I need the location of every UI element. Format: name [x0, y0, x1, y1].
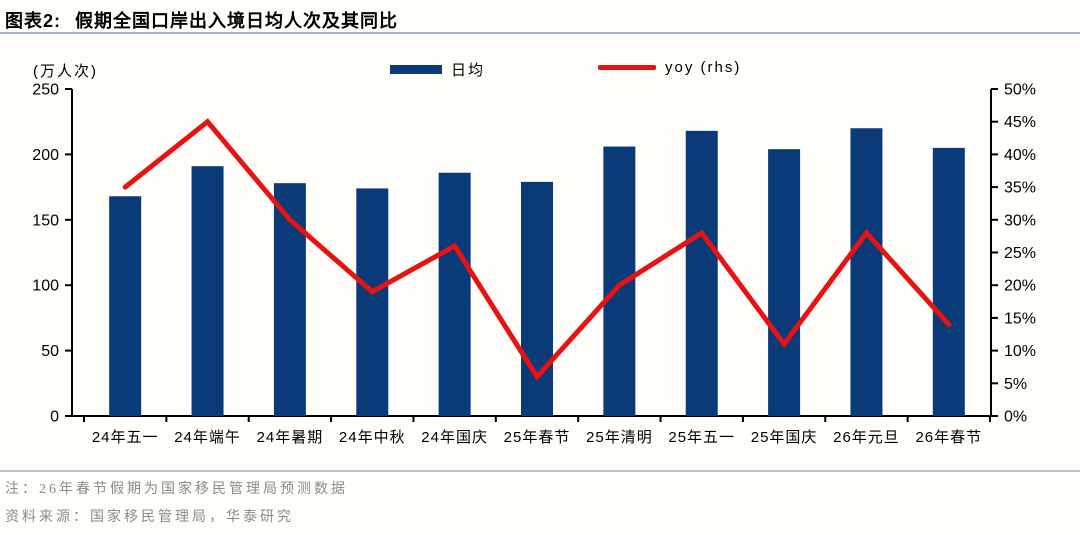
right-axis-tick-label: 35% — [1004, 180, 1036, 197]
right-axis-tick-label: 20% — [1004, 278, 1036, 295]
line-series-swatch — [598, 65, 656, 70]
bar-25年五一 — [685, 130, 718, 416]
left-axis-tick-label: 0 — [50, 409, 59, 426]
legend-item-yoy: yoy (rhs) — [598, 59, 741, 76]
left-axis-tick-label: 50 — [41, 343, 59, 360]
x-axis-category-label: 25年五一 — [668, 429, 735, 446]
footnote: 注：26年春节假期为国家移民管理局预测数据 — [5, 482, 348, 497]
bar-series-label: 日均 — [451, 62, 486, 79]
right-axis-tick-label: 45% — [1004, 114, 1036, 131]
right-axis-tick-label: 25% — [1004, 245, 1036, 262]
x-axis-category-label: 24年端午 — [174, 429, 241, 446]
bar-24年中秋 — [356, 188, 389, 416]
bar-25年清明 — [603, 146, 636, 416]
right-axis-tick-label: 10% — [1004, 343, 1036, 360]
left-axis-tick-label: 200 — [32, 147, 59, 164]
right-axis-tick-label: 30% — [1004, 212, 1036, 229]
right-axis-tick-label: 0% — [1004, 409, 1027, 426]
bar-24年端午 — [191, 166, 224, 416]
chart-title: 假期全国口岸出入境日均人次及其同比 — [75, 11, 399, 31]
x-axis-category-label: 26年春节 — [915, 429, 982, 446]
x-axis-category-label: 25年春节 — [504, 429, 571, 446]
bar-26年春节 — [932, 147, 965, 417]
figure-label: 图表2: — [5, 11, 62, 31]
chart-header: 图表2: 假期全国口岸出入境日均人次及其同比 — [0, 0, 1080, 34]
x-axis-category-label: 25年国庆 — [751, 429, 818, 446]
right-axis-tick-label: 50% — [1004, 82, 1036, 99]
page-title: 图表2: 假期全国口岸出入境日均人次及其同比 — [5, 7, 398, 33]
bar-25年国庆 — [768, 149, 801, 416]
left-axis-tick-label: 150 — [32, 212, 59, 229]
bar-24年国庆 — [438, 172, 471, 416]
right-axis-tick-label: 40% — [1004, 147, 1036, 164]
x-axis-category-label: 24年中秋 — [339, 429, 406, 446]
yoy-line — [122, 118, 952, 381]
source-line: 资料来源：国家移民管理局，华泰研究 — [5, 510, 294, 525]
left-axis-tick-label: 100 — [32, 278, 59, 295]
bar-26年元旦 — [850, 128, 883, 417]
combo-chart: 0 50 100 150 200 250 0% 5% 10% 15% 20% 25% 30% 35% 40%… — [32, 82, 1036, 447]
legend-item-daily-average: 日均 — [390, 59, 485, 80]
bar-24年五一 — [109, 196, 142, 416]
line-series-label: yoy (rhs) — [665, 59, 742, 76]
x-axis-category-label: 26年元旦 — [833, 429, 900, 446]
x-axis-category-label: 24年五一 — [92, 429, 159, 446]
x-axis-category-label: 24年国庆 — [421, 429, 488, 446]
bar-25年春节 — [521, 181, 553, 416]
right-axis-tick-label: 5% — [1004, 376, 1027, 393]
bar-series-swatch — [390, 65, 442, 74]
right-axis-tick-label: 15% — [1004, 310, 1036, 327]
x-axis-category-label: 24年暑期 — [257, 429, 324, 446]
x-axis-category-label: 25年清明 — [586, 429, 653, 446]
chart-footer: 注：26年春节假期为国家移民管理局预测数据 资料来源：国家移民管理局，华泰研究 — [0, 470, 1080, 535]
left-axis-tick-label: 250 — [32, 82, 59, 99]
left-axis-unit-label: (万人次) — [33, 63, 98, 80]
